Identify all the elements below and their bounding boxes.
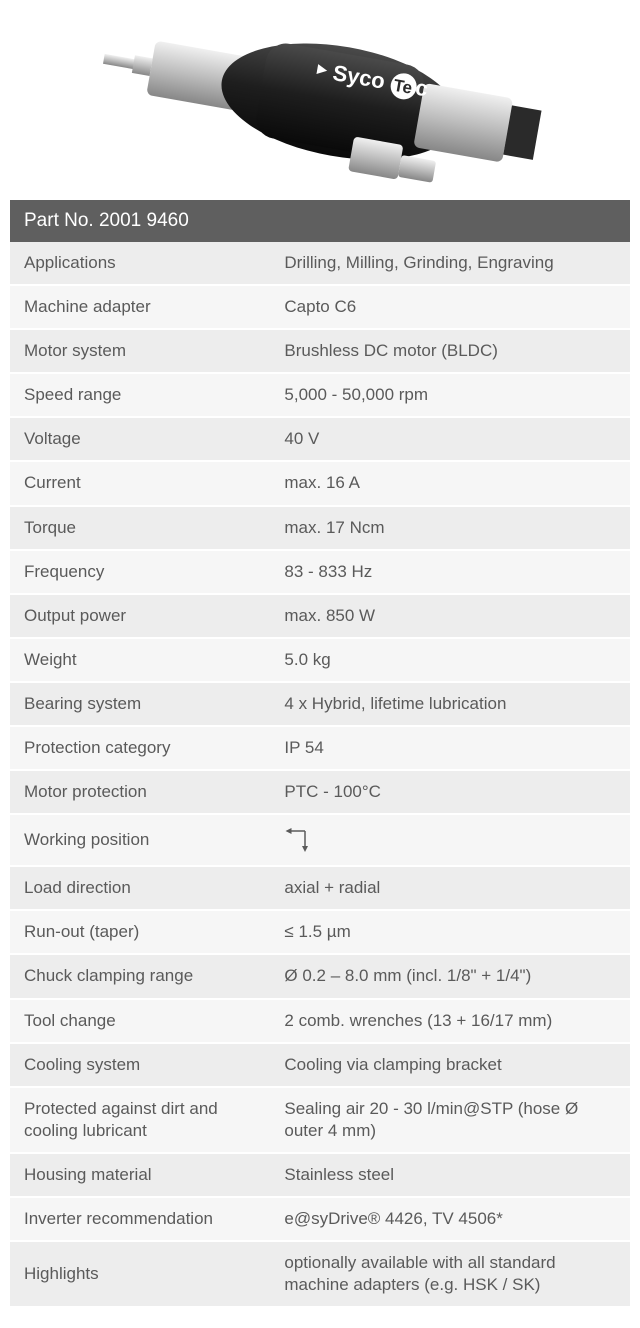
spec-table: Part No. 2001 9460 ApplicationsDrilling,… xyxy=(10,200,630,1308)
spec-value: max. 17 Ncm xyxy=(270,507,630,549)
table-row: Tool change2 comb. wrenches (13 + 16/17 … xyxy=(10,1000,630,1044)
spec-value: optionally available with all standard m… xyxy=(270,1242,630,1306)
spec-label: Bearing system xyxy=(10,683,270,725)
table-row: Run-out (taper)≤ 1.5 µm xyxy=(10,911,630,955)
spec-value: PTC - 100°C xyxy=(270,771,630,813)
spec-label: Protected against dirt and cooling lubri… xyxy=(10,1088,270,1152)
spec-value: 4 x Hybrid, lifetime lubrication xyxy=(270,683,630,725)
spec-value: 40 V xyxy=(270,418,630,460)
spec-value: e@syDrive® 4426, TV 4506* xyxy=(270,1198,630,1240)
spec-value: Capto C6 xyxy=(270,286,630,328)
spec-label: Current xyxy=(10,462,270,504)
spec-label: Highlights xyxy=(10,1242,270,1306)
table-row: Torquemax. 17 Ncm xyxy=(10,507,630,551)
spec-value: ≤ 1.5 µm xyxy=(270,911,630,953)
spec-label: Protection category xyxy=(10,727,270,769)
table-row: Cooling systemCooling via clamping brack… xyxy=(10,1044,630,1088)
spec-label: Speed range xyxy=(10,374,270,416)
table-row: Housing materialStainless steel xyxy=(10,1154,630,1198)
spec-value: Sealing air 20 - 30 l/min@STP (hose Ø ou… xyxy=(270,1088,630,1152)
table-row: Motor protectionPTC - 100°C xyxy=(10,771,630,815)
spec-label: Weight xyxy=(10,639,270,681)
spec-label: Torque xyxy=(10,507,270,549)
spec-label: Load direction xyxy=(10,867,270,909)
spec-label: Working position xyxy=(10,815,270,865)
spec-label: Run-out (taper) xyxy=(10,911,270,953)
spec-value: IP 54 xyxy=(270,727,630,769)
spec-label: Housing material xyxy=(10,1154,270,1196)
spec-value: 2 comb. wrenches (13 + 16/17 mm) xyxy=(270,1000,630,1042)
spec-table-header: Part No. 2001 9460 xyxy=(10,200,630,242)
working-position-icon xyxy=(284,825,314,855)
spec-label: Output power xyxy=(10,595,270,637)
svg-text:Te: Te xyxy=(392,76,414,98)
spec-label: Frequency xyxy=(10,551,270,593)
table-row: Machine adapterCapto C6 xyxy=(10,286,630,330)
spec-value xyxy=(270,815,630,865)
spec-label: Voltage xyxy=(10,418,270,460)
table-row: Inverter recommendatione@syDrive® 4426, … xyxy=(10,1198,630,1242)
spec-label: Tool change xyxy=(10,1000,270,1042)
spec-label: Motor protection xyxy=(10,771,270,813)
table-row: Motor systemBrushless DC motor (BLDC) xyxy=(10,330,630,374)
spec-label: Inverter recommendation xyxy=(10,1198,270,1240)
table-row: Currentmax. 16 A xyxy=(10,462,630,506)
spec-label: Chuck clamping range xyxy=(10,955,270,997)
table-row: Working position xyxy=(10,815,630,867)
spec-value: 5,000 - 50,000 rpm xyxy=(270,374,630,416)
spec-value: 83 - 833 Hz xyxy=(270,551,630,593)
spec-value: Cooling via clamping bracket xyxy=(270,1044,630,1086)
spec-value: max. 850 W xyxy=(270,595,630,637)
table-row: Frequency83 - 833 Hz xyxy=(10,551,630,595)
spec-value: Stainless steel xyxy=(270,1154,630,1196)
table-row: Load directionaxial + radial xyxy=(10,867,630,911)
spec-label: Cooling system xyxy=(10,1044,270,1086)
spec-value: Brushless DC motor (BLDC) xyxy=(270,330,630,372)
table-row: Speed range5,000 - 50,000 rpm xyxy=(10,374,630,418)
spec-value: max. 16 A xyxy=(270,462,630,504)
table-row: Output powermax. 850 W xyxy=(10,595,630,639)
table-row: Protected against dirt and cooling lubri… xyxy=(10,1088,630,1154)
table-row: Voltage40 V xyxy=(10,418,630,462)
spec-value: axial + radial xyxy=(270,867,630,909)
product-image: Syco Te c xyxy=(0,0,640,200)
table-row: Highlightsoptionally available with all … xyxy=(10,1242,630,1308)
spec-value: Drilling, Milling, Grinding, Engraving xyxy=(270,242,630,284)
table-row: Weight5.0 kg xyxy=(10,639,630,683)
spec-label: Applications xyxy=(10,242,270,284)
table-row: ApplicationsDrilling, Milling, Grinding,… xyxy=(10,242,630,286)
table-row: Chuck clamping rangeØ 0.2 – 8.0 mm (incl… xyxy=(10,955,630,999)
spec-value: Ø 0.2 – 8.0 mm (incl. 1/8" + 1/4") xyxy=(270,955,630,997)
spec-label: Machine adapter xyxy=(10,286,270,328)
spindle-illustration: Syco Te c xyxy=(60,10,580,190)
table-row: Bearing system4 x Hybrid, lifetime lubri… xyxy=(10,683,630,727)
spec-label: Motor system xyxy=(10,330,270,372)
spec-value: 5.0 kg xyxy=(270,639,630,681)
table-row: Protection categoryIP 54 xyxy=(10,727,630,771)
